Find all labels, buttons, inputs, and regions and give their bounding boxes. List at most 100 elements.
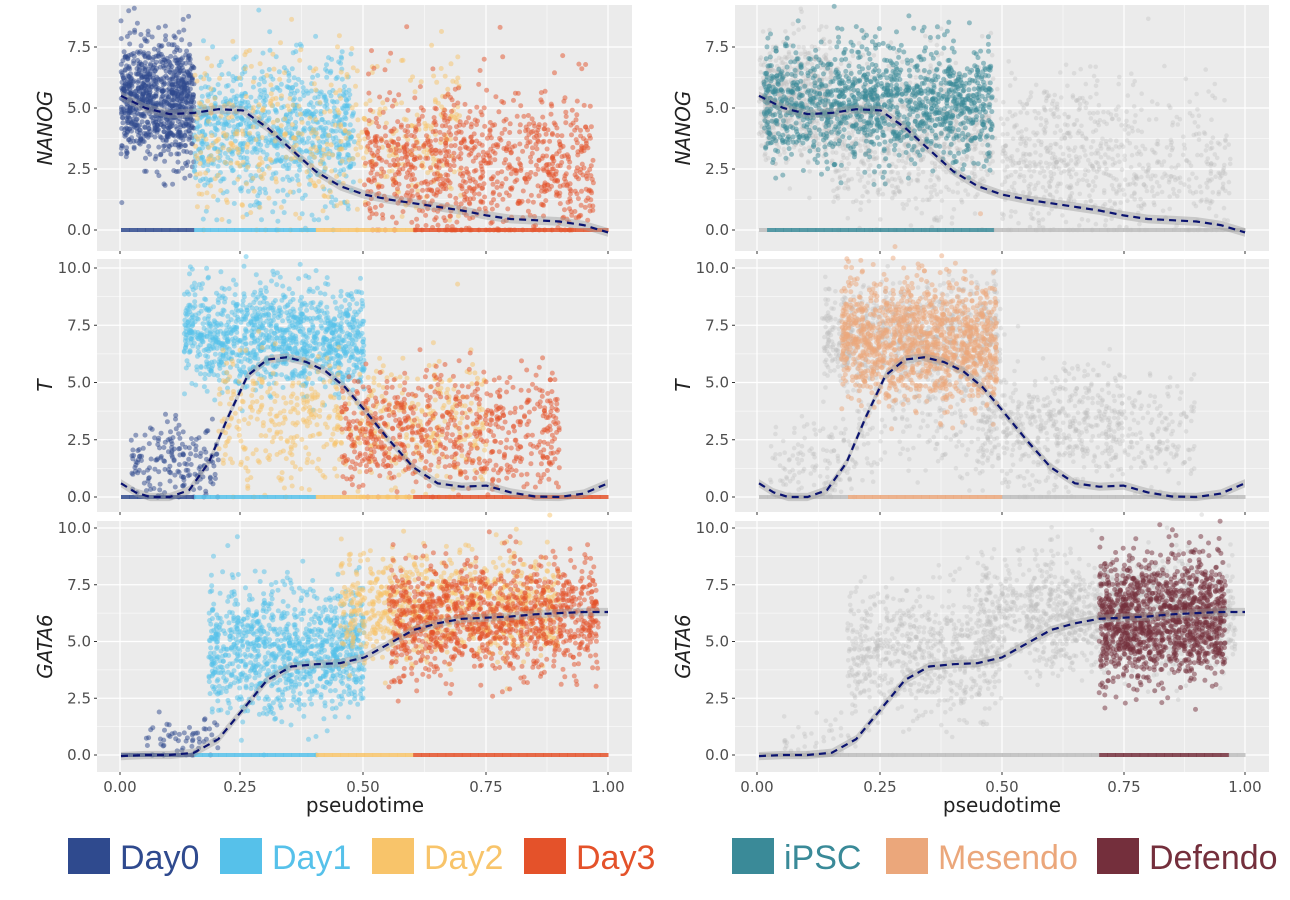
- point: [453, 195, 459, 201]
- point: [248, 340, 254, 346]
- point: [473, 167, 479, 173]
- point: [338, 146, 344, 152]
- point: [152, 466, 158, 472]
- point: [562, 173, 568, 179]
- point: [233, 282, 239, 288]
- point: [188, 462, 194, 467]
- point: [419, 163, 425, 169]
- point: [236, 379, 242, 384]
- point: [146, 144, 152, 149]
- point: [539, 201, 544, 207]
- point: [476, 191, 482, 197]
- point: [275, 152, 281, 157]
- point-baseline: [372, 228, 382, 232]
- point: [218, 359, 224, 365]
- point: [492, 157, 498, 163]
- point: [568, 122, 574, 128]
- point: [281, 198, 287, 204]
- point: [173, 139, 179, 145]
- point: [424, 133, 429, 139]
- point: [192, 303, 198, 309]
- point: [300, 85, 306, 91]
- point-baseline: [226, 228, 236, 232]
- point: [317, 125, 323, 131]
- point: [183, 467, 189, 473]
- point: [569, 107, 575, 113]
- point: [220, 176, 226, 182]
- point: [338, 439, 344, 445]
- point: [258, 173, 264, 179]
- point: [279, 333, 285, 339]
- point: [229, 88, 235, 94]
- point: [525, 208, 531, 214]
- point: [334, 305, 340, 311]
- point: [547, 138, 553, 144]
- point: [363, 160, 368, 166]
- point-baseline: [250, 228, 260, 232]
- point: [311, 81, 317, 87]
- point: [544, 146, 550, 152]
- point: [257, 95, 263, 100]
- point: [262, 305, 268, 311]
- point: [347, 122, 353, 128]
- point: [278, 435, 284, 441]
- point: [133, 71, 139, 77]
- point: [393, 180, 399, 185]
- point: [583, 62, 589, 67]
- point: [228, 326, 234, 332]
- point: [160, 93, 166, 99]
- point: [320, 400, 326, 406]
- point: [155, 76, 161, 82]
- point: [549, 155, 555, 161]
- point: [567, 206, 572, 212]
- point: [297, 96, 303, 102]
- point: [484, 152, 489, 158]
- point: [232, 410, 238, 416]
- point: [198, 303, 204, 309]
- point: [557, 190, 563, 196]
- point: [253, 447, 259, 453]
- point: [562, 153, 567, 159]
- point: [377, 94, 383, 100]
- point: [142, 124, 148, 130]
- point: [272, 364, 278, 370]
- point: [476, 81, 482, 87]
- point: [131, 453, 137, 458]
- point: [244, 456, 250, 461]
- point: [309, 380, 315, 386]
- point: [462, 101, 468, 107]
- point: [327, 70, 333, 76]
- point: [187, 328, 193, 333]
- point: [120, 120, 126, 126]
- point: [354, 206, 360, 212]
- point: [138, 135, 143, 141]
- point: [494, 185, 500, 190]
- point: [461, 191, 467, 197]
- point: [187, 86, 193, 92]
- point: [395, 141, 401, 147]
- point: [396, 472, 402, 478]
- point-baseline: [364, 228, 374, 232]
- point: [194, 316, 200, 321]
- point: [320, 184, 326, 190]
- point: [264, 143, 270, 149]
- point: [275, 188, 281, 194]
- point: [363, 202, 368, 208]
- point: [543, 198, 549, 204]
- point: [297, 261, 303, 267]
- point: [297, 41, 303, 47]
- point: [281, 210, 287, 216]
- point: [542, 88, 548, 94]
- point: [358, 321, 364, 327]
- point: [237, 186, 243, 192]
- point: [268, 82, 274, 88]
- point: [326, 132, 332, 138]
- point: [338, 60, 344, 66]
- point: [214, 217, 220, 223]
- point: [328, 142, 334, 148]
- point: [211, 372, 217, 378]
- point-baseline: [397, 228, 406, 232]
- point: [235, 316, 241, 322]
- point: [210, 116, 216, 122]
- point: [530, 145, 535, 151]
